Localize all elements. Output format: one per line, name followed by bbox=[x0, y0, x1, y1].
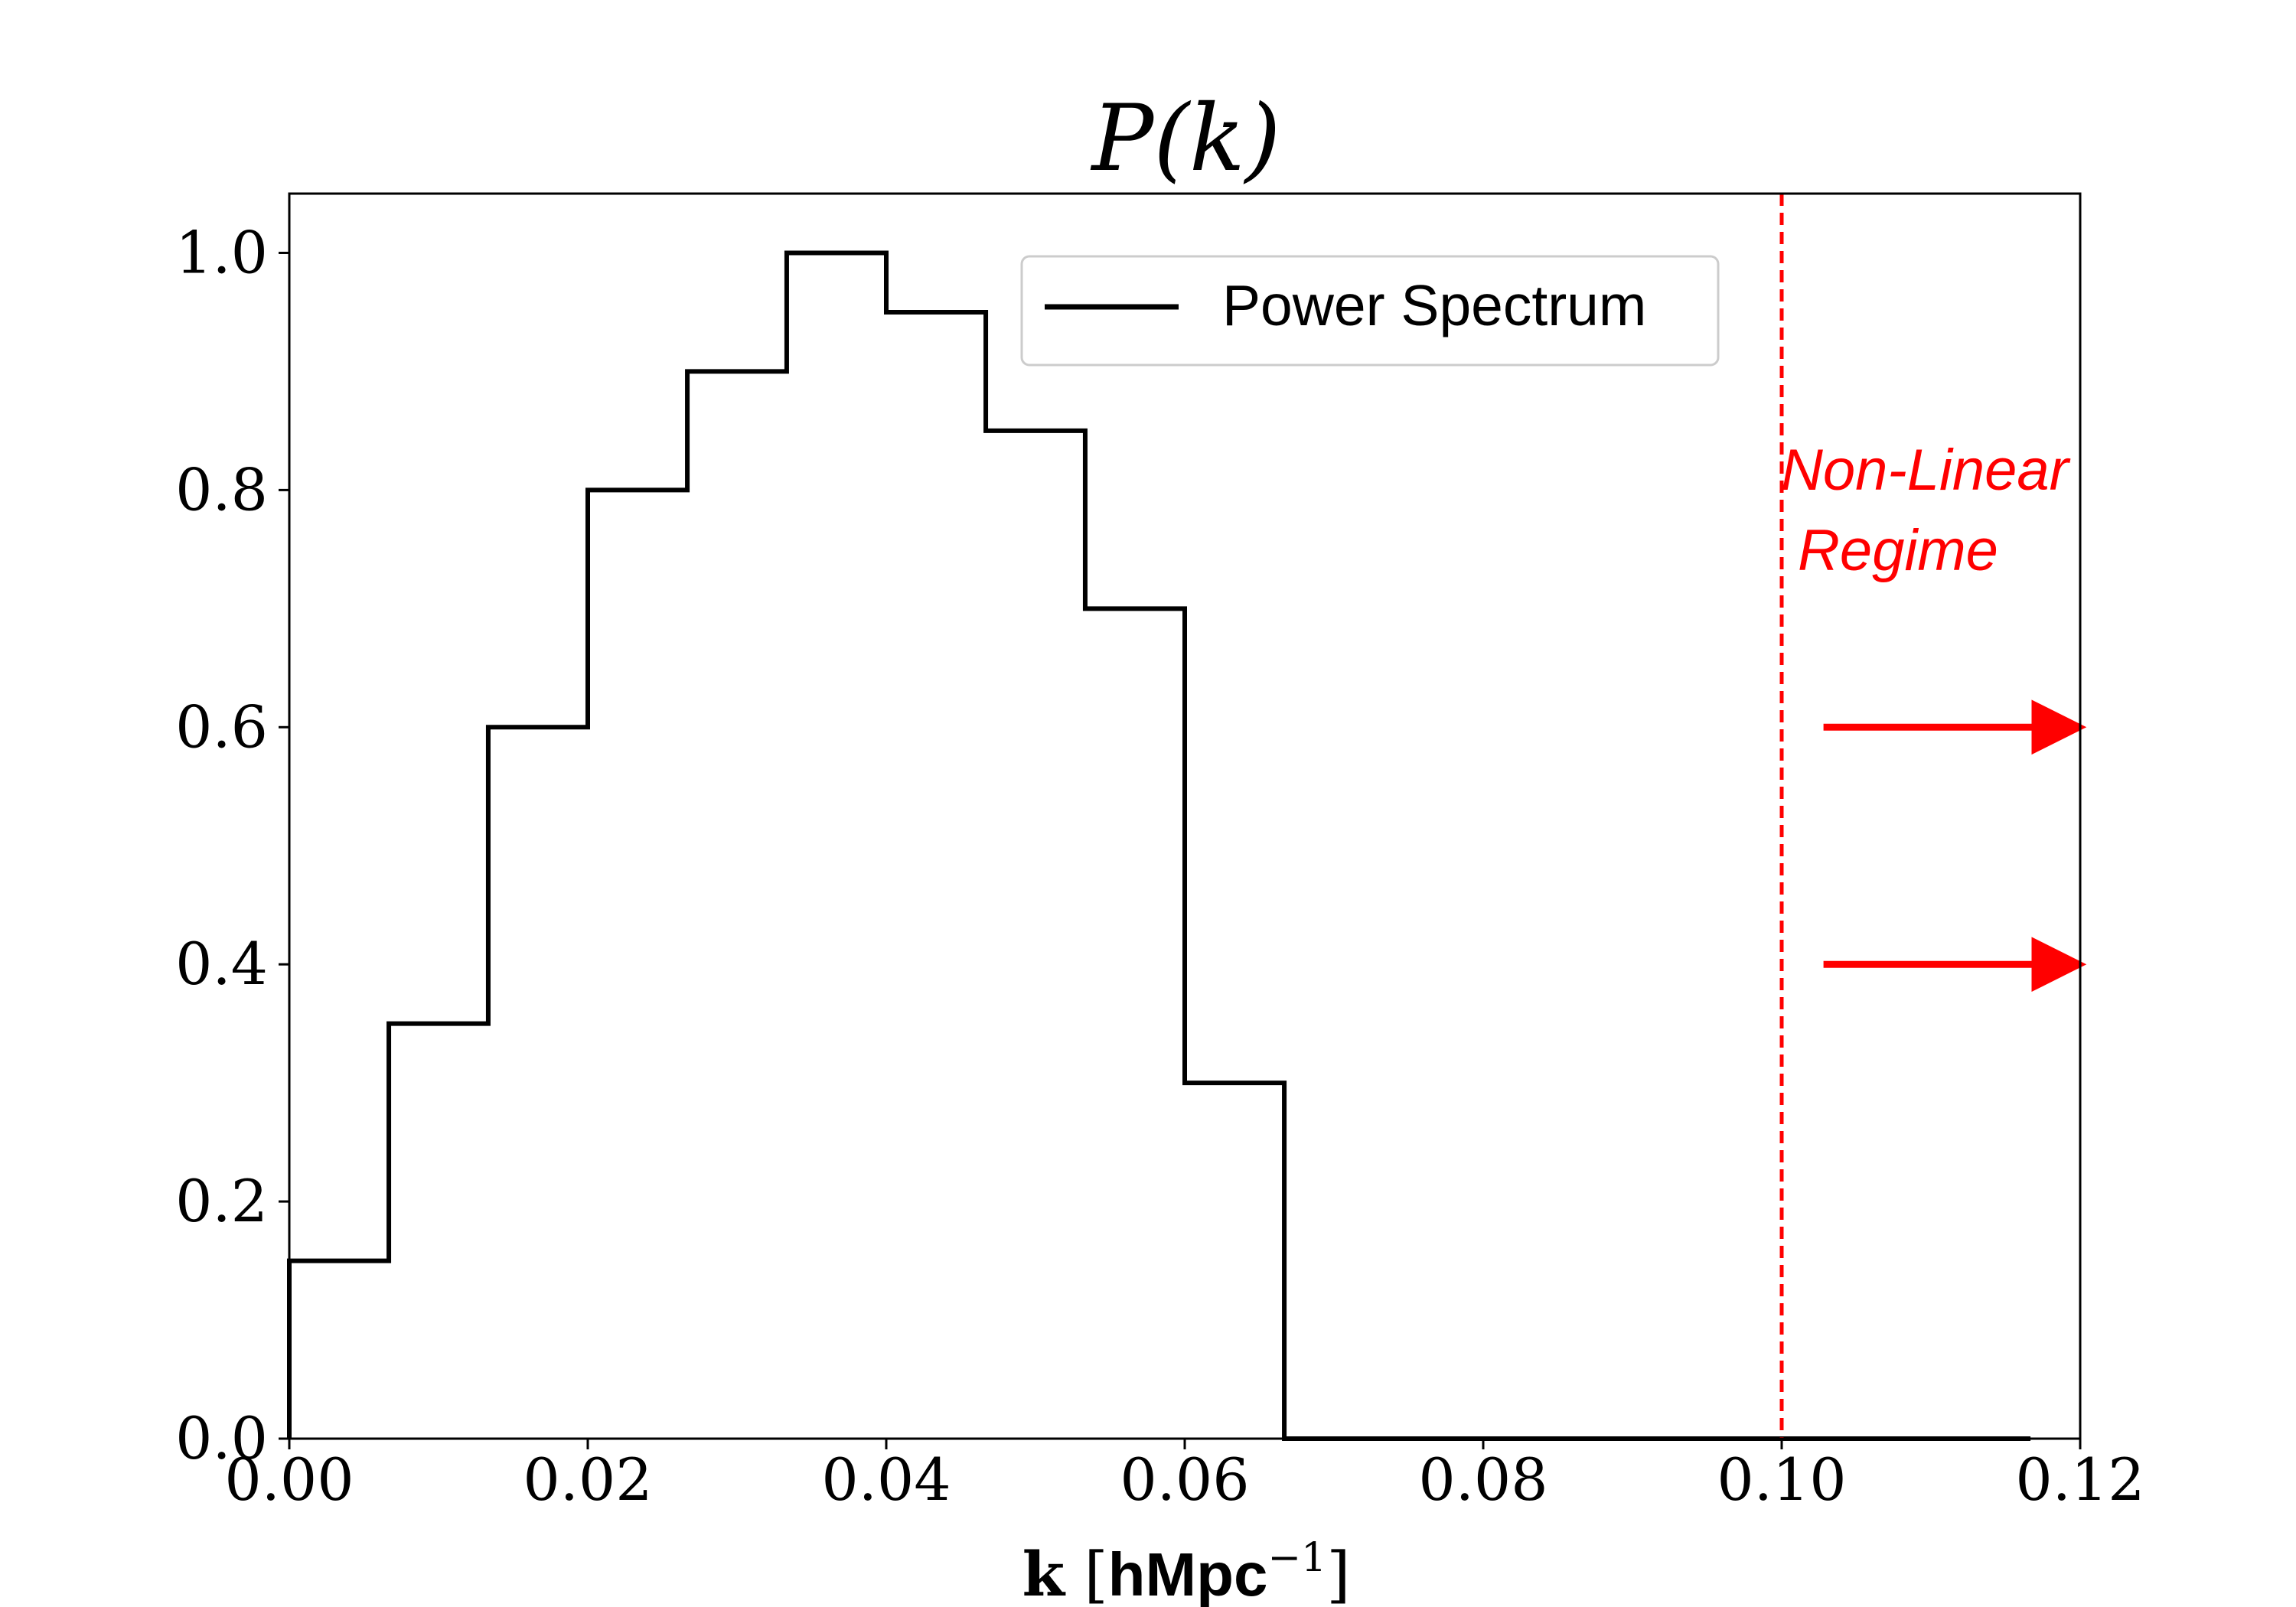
chart-title: P(k) bbox=[1090, 86, 1280, 192]
x-axis-label: k [hMpc−1] bbox=[1022, 1535, 1351, 1607]
x-axis-label-unit: hMpc bbox=[1108, 1540, 1268, 1607]
x-axis-label-close-bracket: ] bbox=[1326, 1539, 1350, 1607]
legend-label-power-spectrum: Power Spectrum bbox=[1222, 273, 1646, 337]
x-tick-label: 0.08 bbox=[1418, 1446, 1548, 1514]
annotation-line-1: Regime bbox=[1798, 518, 1998, 583]
x-axis-label-open-bracket: [ bbox=[1065, 1539, 1108, 1607]
annotation-layer: Non-Linear Regime bbox=[1779, 194, 2087, 1439]
x-tick-label: 0.10 bbox=[1717, 1446, 1846, 1514]
series-layer bbox=[287, 250, 2031, 1441]
x-axis-label-k: k bbox=[1022, 1538, 1066, 1607]
y-tick-label: 0.6 bbox=[175, 693, 268, 761]
y-tick-label: 0.8 bbox=[175, 455, 268, 523]
x-tick-label: 0.02 bbox=[523, 1446, 652, 1514]
x-tick-label: 0.12 bbox=[2015, 1446, 2144, 1514]
axis-layer: 0.00 0.02 0.04 0.06 0.08 0.10 0.12 0.0 0.2 0.4 0.6… bbox=[175, 192, 2145, 1514]
y-tick-label: 0.2 bbox=[175, 1167, 268, 1235]
legend: Power Spectrum bbox=[1020, 255, 1720, 367]
x-tick-label: 0.00 bbox=[224, 1446, 354, 1514]
x-tick-label: 0.04 bbox=[821, 1446, 951, 1514]
legend-box bbox=[1020, 255, 1720, 367]
series-line-0 bbox=[287, 250, 2031, 1441]
y-tick-label: 0.0 bbox=[175, 1404, 268, 1472]
y-tick-label: 0.4 bbox=[175, 930, 268, 998]
x-tick-label: 0.06 bbox=[1120, 1446, 1249, 1514]
annotation-line-0: Non-Linear bbox=[1781, 438, 2071, 503]
y-tick-label: 1.0 bbox=[175, 218, 268, 286]
x-axis-label-exponent: −1 bbox=[1268, 1535, 1327, 1581]
